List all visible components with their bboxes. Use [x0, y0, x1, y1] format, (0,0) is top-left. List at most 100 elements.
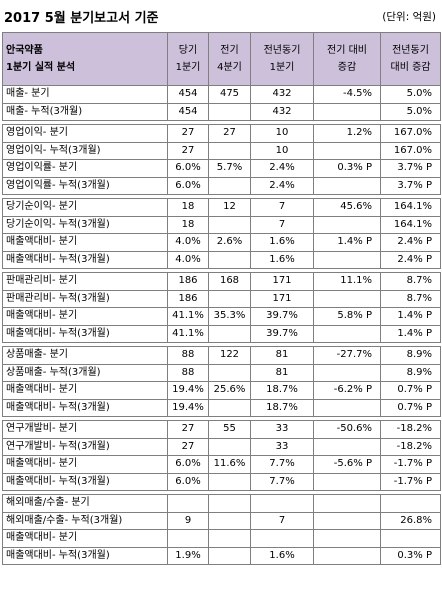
value-cell: [313, 176, 381, 195]
data-row: 판매관리비- 누적(3개월) 186 171 8.7%: [2, 289, 441, 308]
value-cell: 8.7%: [380, 289, 441, 308]
row-label: 영업이익- 분기: [2, 124, 168, 143]
row-label: 매출액대비- 분기: [2, 529, 168, 548]
value-cell: 27: [167, 437, 209, 456]
column-header: 전기 대비 증감: [313, 32, 381, 86]
row-label: 영업이익률- 분기: [2, 159, 168, 178]
separator-cell: [167, 268, 209, 273]
value-cell: 5.8% P: [313, 307, 381, 326]
row-label: 판매관리비- 분기: [2, 272, 168, 291]
value-cell: 5.7%: [208, 159, 251, 178]
row-label: 판매관리비- 누적(3개월): [2, 289, 168, 308]
data-row: 해외매출/수출- 누적(3개월) 9 7 26.8%: [2, 511, 441, 530]
table-body: 매출- 분기 454 475 432 -4.5% 5.0% 매출- 누적(3개월) 454 43…: [2, 85, 441, 565]
value-cell: 454: [167, 85, 209, 104]
value-cell: 432: [250, 85, 314, 104]
value-cell: [208, 529, 251, 548]
value-cell: 1.4% P: [313, 233, 381, 252]
separator-cell: [313, 416, 381, 421]
value-cell: 26.8%: [380, 511, 441, 530]
value-cell: [313, 472, 381, 491]
separator-cell: [208, 120, 251, 125]
header-line: 4분기: [217, 62, 242, 73]
data-row: 영업이익- 분기 27 27 10 1.2% 167.0%: [2, 124, 441, 143]
value-cell: 122: [208, 346, 251, 365]
data-row: 매출액대비- 누적(3개월) 1.9% 1.6% 0.3% P: [2, 546, 441, 565]
separator-cell: [250, 194, 314, 199]
separator-cell: [167, 194, 209, 199]
value-cell: [208, 141, 251, 160]
separator-cell: [2, 490, 168, 495]
data-row: 판매관리비- 분기 186 168 171 11.1% 8.7%: [2, 272, 441, 291]
value-cell: 10: [250, 141, 314, 160]
row-label: 해외매출/수출- 누적(3개월): [2, 511, 168, 530]
data-row: 상품매출- 분기 88 122 81 -27.7% 8.9%: [2, 346, 441, 365]
value-cell: [167, 529, 209, 548]
value-cell: 8.7%: [380, 272, 441, 291]
value-cell: 8.9%: [380, 346, 441, 365]
value-cell: 18.7%: [250, 398, 314, 417]
data-row: 매출액대비- 분기 41.1% 35.3% 39.7% 5.8% P 1.4% P: [2, 307, 441, 326]
separator-cell: [250, 416, 314, 421]
data-row: 당기순이익- 분기 18 12 7 45.6% 164.1%: [2, 198, 441, 217]
value-cell: -1.7% P: [380, 472, 441, 491]
value-cell: 39.7%: [250, 324, 314, 343]
separator-cell: [2, 342, 168, 347]
value-cell: [208, 215, 251, 234]
separator-cell: [313, 490, 381, 495]
value-cell: 27: [167, 141, 209, 160]
separator-cell: [208, 194, 251, 199]
separator-cell: [2, 268, 168, 273]
separator-cell: [167, 490, 209, 495]
value-cell: 1.4% P: [380, 307, 441, 326]
value-cell: -4.5%: [313, 85, 381, 104]
row-label: 당기순이익- 누적(3개월): [2, 215, 168, 234]
header-line: 전년동기: [392, 45, 429, 56]
separator-cell: [208, 490, 251, 495]
data-row: 상품매출- 누적(3개월) 88 81 8.9%: [2, 363, 441, 382]
separator-cell: [2, 194, 168, 199]
value-cell: [313, 398, 381, 417]
value-cell: [313, 437, 381, 456]
header-line: 전년동기: [263, 45, 301, 56]
separator-cell: [2, 120, 168, 125]
row-label: 상품매출- 분기: [2, 346, 168, 365]
group-separator: [2, 490, 441, 495]
row-label: 매출액대비- 누적(3개월): [2, 472, 168, 491]
value-cell: 18: [167, 215, 209, 234]
data-row: 매출액대비- 분기 19.4% 25.6% 18.7% -6.2% P 0.7% P: [2, 381, 441, 400]
value-cell: [380, 494, 441, 513]
row-label: 연구개발비- 누적(3개월): [2, 437, 168, 456]
value-cell: 19.4%: [167, 381, 209, 400]
separator-cell: [380, 342, 441, 347]
row-label: 매출액대비- 분기: [2, 233, 168, 252]
row-label: 매출- 누적(3개월): [2, 102, 168, 121]
column-header: 전년동기 대비 증감: [380, 32, 441, 86]
row-label: 매출액대비- 분기: [2, 455, 168, 474]
value-cell: [208, 398, 251, 417]
value-cell: -5.6% P: [313, 455, 381, 474]
value-cell: -50.6%: [313, 420, 381, 439]
row-label: 매출액대비- 누적(3개월): [2, 324, 168, 343]
value-cell: 164.1%: [380, 198, 441, 217]
value-cell: 6.0%: [167, 176, 209, 195]
value-cell: [380, 529, 441, 548]
separator-cell: [167, 416, 209, 421]
column-header: 안국약품 1분기 실적 분석: [2, 32, 168, 86]
value-cell: [250, 529, 314, 548]
header: 2017 5월 분기보고서 기준 (단위: 억원): [0, 0, 442, 32]
value-cell: -18.2%: [380, 437, 441, 456]
value-cell: 1.6%: [250, 233, 314, 252]
value-cell: 164.1%: [380, 215, 441, 234]
value-cell: 167.0%: [380, 124, 441, 143]
value-cell: 9: [167, 511, 209, 530]
value-cell: 45.6%: [313, 198, 381, 217]
value-cell: 6.0%: [167, 159, 209, 178]
group-separator: [2, 268, 441, 273]
separator-cell: [2, 416, 168, 421]
data-row: 매출액대비- 분기: [2, 529, 441, 548]
header-line: 증감: [337, 62, 357, 73]
value-cell: [208, 250, 251, 269]
separator-cell: [250, 120, 314, 125]
value-cell: [313, 494, 381, 513]
